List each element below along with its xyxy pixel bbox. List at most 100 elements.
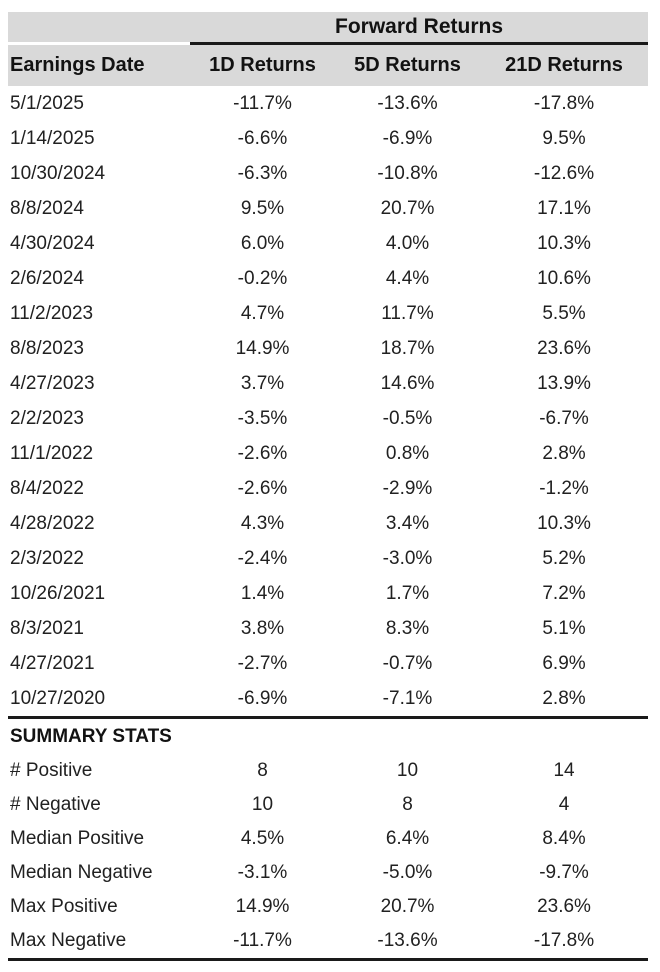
summary-stat-row: Median Positive 4.5% 6.4% 8.4%	[8, 822, 648, 856]
summary-stat-value: 6.4%	[385, 828, 430, 849]
summary-stat-label: # Positive	[10, 760, 93, 781]
return-value-cell: 9.5%	[542, 127, 586, 149]
table-row: 11/1/2022 -2.6% 0.8% 2.8%	[8, 436, 648, 471]
summary-stat-label: Median Positive	[10, 828, 145, 849]
return-value-cell: -0.7%	[382, 652, 433, 674]
return-value-cell: 5.1%	[542, 617, 586, 639]
return-value-cell: 4.4%	[385, 267, 430, 289]
return-value-cell: -10.8%	[377, 162, 438, 184]
return-value-cell: -7.1%	[382, 687, 433, 709]
column-header-earnings-date: Earnings Date	[8, 43, 190, 86]
return-value-cell: -2.4%	[237, 547, 288, 569]
return-value-cell: -6.3%	[237, 162, 288, 184]
earnings-date-cell: 2/2/2023	[10, 407, 84, 429]
table-row: 10/30/2024 -6.3% -10.8% -12.6%	[8, 156, 648, 191]
earnings-date-cell: 4/30/2024	[10, 232, 95, 254]
column-header-row: Earnings Date 1D Returns 5D Returns 21D …	[8, 43, 649, 86]
earnings-date-cell: 8/3/2021	[10, 617, 84, 639]
table-row: 11/2/2023 4.7% 11.7% 5.5%	[8, 296, 648, 331]
return-value-cell: 5.5%	[542, 302, 586, 324]
earnings-date-cell: 2/3/2022	[10, 547, 84, 569]
returns-tbody: 5/1/2025 -11.7% -13.6% -17.8% 1/14/2025 -6.6%…	[8, 86, 648, 718]
summary-stat-value: 23.6%	[537, 896, 591, 917]
return-value-cell: -12.6%	[533, 162, 595, 184]
column-header-1d-returns: 1D Returns	[190, 43, 335, 86]
return-value-cell: 20.7%	[380, 197, 435, 219]
summary-stat-value: 8.4%	[542, 828, 586, 849]
summary-stat-value: -17.8%	[480, 924, 649, 961]
return-value-cell: 9.5%	[240, 197, 285, 219]
table-row: 10/27/2020 -6.9% -7.1% 2.8%	[8, 681, 648, 718]
earnings-date-cell: 8/4/2022	[10, 477, 84, 499]
earnings-date-cell: 10/26/2021	[10, 582, 106, 604]
return-value-cell: -6.7%	[539, 407, 589, 429]
return-value-cell: 3.7%	[240, 372, 285, 394]
return-value-cell: 23.6%	[537, 337, 591, 359]
table-row: 4/27/2021 -2.7% -0.7% 6.9%	[8, 646, 648, 681]
column-header-21d-returns: 21D Returns	[480, 43, 649, 86]
return-value-cell: 11.7%	[381, 302, 434, 324]
table-row: 2/3/2022 -2.4% -3.0% 5.2%	[8, 541, 648, 576]
summary-stat-value: 4	[558, 794, 570, 815]
table-row: 8/3/2021 3.8% 8.3% 5.1%	[8, 611, 648, 646]
return-value-cell: -6.9%	[237, 687, 288, 709]
table-row: 8/8/2024 9.5% 20.7% 17.1%	[8, 191, 648, 226]
summary-stat-value: 20.7%	[380, 896, 435, 917]
return-value-cell: 2.8%	[542, 442, 586, 464]
return-value-cell: -2.9%	[382, 477, 433, 499]
return-value-cell: 7.2%	[542, 582, 586, 604]
return-value-cell: 4.0%	[385, 232, 430, 254]
summary-stat-value: 10	[251, 794, 274, 815]
summary-stat-row: # Negative 10 8 4	[8, 788, 648, 822]
earnings-date-cell: 4/27/2023	[10, 372, 95, 394]
earnings-date-cell: 4/28/2022	[10, 512, 95, 534]
return-value-cell: 17.1%	[537, 197, 591, 219]
return-value-cell: 3.4%	[385, 512, 430, 534]
return-value-cell: -6.9%	[382, 127, 433, 149]
return-value-cell: 5.2%	[542, 547, 586, 569]
table-row: 10/26/2021 1.4% 1.7% 7.2%	[8, 576, 648, 611]
summary-stat-value: 10	[396, 760, 419, 781]
table-row: 8/8/2023 14.9% 18.7% 23.6%	[8, 331, 648, 366]
return-value-cell: 10.6%	[537, 267, 591, 289]
table-row: 8/4/2022 -2.6% -2.9% -1.2%	[8, 471, 648, 506]
return-value-cell: 13.9%	[537, 372, 591, 394]
return-value-cell: -2.7%	[237, 652, 288, 674]
return-value-cell: 3.8%	[240, 617, 285, 639]
spanner-header-row: Forward Returns	[8, 12, 649, 45]
return-value-cell: -6.6%	[237, 127, 288, 149]
summary-stat-value: -13.6%	[335, 924, 480, 961]
return-value-cell: 4.3%	[240, 512, 285, 534]
return-value-cell: -17.8%	[533, 92, 595, 114]
return-value-cell: 6.0%	[240, 232, 285, 254]
earnings-date-cell: 5/1/2025	[10, 92, 84, 114]
earnings-returns-table: Forward Returns Earnings Date 1D Returns…	[8, 12, 649, 961]
return-value-cell: 1.7%	[385, 582, 430, 604]
return-value-cell: 6.9%	[542, 652, 586, 674]
summary-stat-value: 8	[402, 794, 413, 815]
table-row: 5/1/2025 -11.7% -13.6% -17.8%	[8, 86, 648, 121]
earnings-date-cell: 2/6/2024	[10, 267, 84, 289]
summary-stat-value: 14	[553, 760, 575, 781]
return-value-cell: 14.9%	[235, 337, 290, 359]
earnings-date-cell: 8/8/2024	[10, 197, 84, 219]
table-row: 1/14/2025 -6.6% -6.9% 9.5%	[8, 121, 648, 156]
table-row: 2/2/2023 -3.5% -0.5% -6.7%	[8, 401, 648, 436]
return-value-cell: 10.3%	[537, 512, 591, 534]
return-value-cell: -2.6%	[237, 442, 288, 464]
earnings-date-cell: 11/1/2022	[10, 442, 94, 464]
return-value-cell: 2.8%	[542, 687, 586, 709]
forward-returns-spanner-label: Forward Returns	[190, 12, 649, 45]
return-value-cell: 8.3%	[385, 617, 430, 639]
return-value-cell: -11.7%	[233, 92, 292, 114]
earnings-date-cell: 1/14/2025	[10, 127, 95, 149]
return-value-cell: -0.5%	[382, 407, 433, 429]
return-value-cell: 10.3%	[537, 232, 591, 254]
column-header-5d-returns: 5D Returns	[335, 43, 480, 86]
summary-stat-label: Max Positive	[10, 896, 118, 917]
return-value-cell: -3.0%	[382, 547, 433, 569]
summary-stat-label: # Negative	[10, 794, 101, 815]
earnings-date-cell: 4/27/2021	[10, 652, 95, 674]
summary-tbody: SUMMARY STATS # Positive 8 10 14 # Negative 1…	[8, 716, 649, 961]
